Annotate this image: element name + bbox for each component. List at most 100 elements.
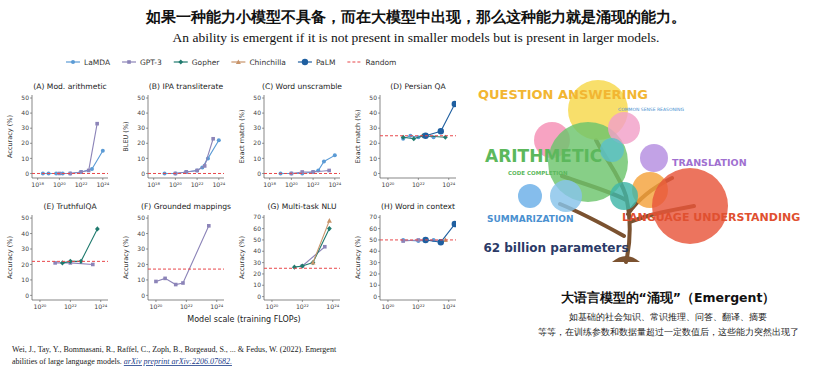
marker bbox=[327, 218, 332, 223]
caption-line: 等等，在训练参数和数据量超过一定数值后，这些能力突然出现了 bbox=[538, 327, 799, 337]
series-line bbox=[302, 247, 324, 266]
caption-title: 大语言模型的“涌现”（Emergent） bbox=[561, 290, 776, 305]
y-tick-label: 10 bbox=[253, 281, 261, 288]
y-tick bbox=[30, 249, 32, 250]
y-tick-label: 50 bbox=[253, 236, 261, 243]
x-axis-label: Model scale (training FLOPs) bbox=[187, 315, 300, 324]
y-tick-label: 50 bbox=[253, 94, 261, 101]
x-tick bbox=[332, 300, 333, 302]
bubble bbox=[640, 144, 668, 172]
y-tick-label: 50 bbox=[137, 214, 145, 221]
x-tick bbox=[39, 300, 40, 302]
y-tick-label: 0 bbox=[141, 170, 145, 177]
panel: (B) IPA transliterateBLEU (%)01020304050… bbox=[122, 82, 226, 188]
y-axis-label: Accuracy (%) bbox=[6, 115, 14, 158]
marker bbox=[95, 226, 100, 231]
x-tick bbox=[102, 178, 103, 180]
marker bbox=[181, 281, 185, 285]
panel: (F) Grounded mappingsAccuracy (%)0102030… bbox=[122, 202, 231, 310]
x-tick-label: 10¹⁸ bbox=[147, 181, 160, 188]
y-tick bbox=[30, 295, 32, 296]
y-tick bbox=[262, 173, 264, 174]
y-tick-label: 20 bbox=[137, 139, 145, 146]
y-tick-label: 30 bbox=[21, 124, 29, 131]
series-line bbox=[62, 229, 97, 263]
y-tick bbox=[30, 218, 32, 219]
marker bbox=[207, 224, 211, 228]
marker bbox=[211, 137, 215, 141]
marker bbox=[327, 226, 332, 231]
illustration-label: CODE COMPLETION bbox=[508, 170, 568, 176]
x-tick-label: 10²⁰ bbox=[53, 181, 66, 188]
y-tick-label: 50 bbox=[21, 94, 29, 101]
y-tick bbox=[146, 218, 148, 219]
series-line bbox=[264, 173, 340, 174]
series-line bbox=[59, 124, 97, 174]
x-tick-label: 10²⁴ bbox=[210, 303, 223, 310]
legend-label: GPT-3 bbox=[140, 58, 162, 67]
legend-item: Random bbox=[347, 58, 396, 67]
root bbox=[612, 256, 640, 262]
y-tick bbox=[378, 273, 380, 274]
illustration-label: LANGUAGE UNDERSTANDING bbox=[622, 211, 800, 224]
y-tick-label: 0 bbox=[257, 293, 261, 300]
y-axis bbox=[148, 95, 149, 178]
y-tick-label: 10 bbox=[369, 281, 377, 288]
x-tick bbox=[100, 300, 101, 302]
x-tick bbox=[334, 178, 335, 180]
marker bbox=[310, 260, 315, 265]
legend-label: LaMDA bbox=[84, 58, 111, 67]
y-axis-label: Exact match (%) bbox=[354, 110, 362, 164]
series-line bbox=[426, 104, 455, 136]
legend-item: PaLM bbox=[298, 58, 335, 67]
y-tick bbox=[30, 128, 32, 129]
y-tick-label: 30 bbox=[137, 245, 145, 252]
panel: (H) Word in contextAccuracy (%)010203040… bbox=[354, 202, 458, 310]
y-tick bbox=[262, 285, 264, 286]
x-axis bbox=[264, 300, 340, 301]
x-tick bbox=[387, 300, 388, 302]
x-tick-label: 10²² bbox=[307, 181, 320, 188]
x-tick-label: 10²⁴ bbox=[442, 181, 455, 188]
x-tick bbox=[418, 300, 419, 302]
y-tick-label: 30 bbox=[369, 124, 377, 131]
y-tick bbox=[262, 251, 264, 252]
y-tick bbox=[30, 158, 32, 159]
panel: (D) Persian QAExact match (%)01020304050… bbox=[354, 82, 458, 188]
y-tick-label: 30 bbox=[21, 245, 29, 252]
legend-label: Chinchilla bbox=[249, 58, 286, 67]
y-tick bbox=[262, 262, 264, 263]
panel: (E) TruthfulQAAccuracy (%)0102030405010²… bbox=[6, 202, 108, 310]
y-tick-label: 10 bbox=[137, 155, 145, 162]
y-tick-label: 60 bbox=[253, 225, 261, 232]
x-tick-label: 10²² bbox=[64, 303, 77, 310]
x-tick bbox=[448, 300, 449, 302]
x-axis bbox=[380, 178, 456, 179]
marker bbox=[301, 264, 305, 268]
panel-title: (F) Grounded mappings bbox=[141, 202, 231, 211]
y-axis-label: BLEU (%) bbox=[122, 121, 130, 151]
x-tick-label: 10²² bbox=[191, 181, 204, 188]
y-tick bbox=[30, 279, 32, 280]
citation-source: arXiv preprint arXiv:2206.07682. bbox=[124, 357, 232, 366]
panel-title: (B) IPA transliterate bbox=[149, 82, 224, 91]
series-line bbox=[43, 151, 103, 174]
panel: (A) Mod. arithmeticAccuracy (%)010203040… bbox=[6, 82, 110, 188]
plot-area bbox=[32, 226, 108, 266]
title-en: An ability is emergent if it is not pres… bbox=[173, 30, 660, 45]
marker bbox=[127, 60, 131, 64]
x-tick bbox=[153, 178, 154, 180]
bubble bbox=[600, 138, 624, 162]
y-tick-label: 40 bbox=[369, 247, 377, 254]
x-tick bbox=[37, 178, 38, 180]
marker bbox=[87, 169, 91, 173]
y-tick-label: 40 bbox=[369, 109, 377, 116]
y-tick bbox=[378, 228, 380, 229]
x-tick-label: 10²⁰ bbox=[285, 181, 298, 188]
series-line bbox=[281, 155, 335, 173]
x-tick bbox=[175, 178, 176, 180]
y-tick-label: 50 bbox=[369, 94, 377, 101]
y-tick-label: 40 bbox=[253, 247, 261, 254]
y-tick-label: 20 bbox=[369, 139, 377, 146]
citation: Wei, J., Tay, Y., Bommasani, R., Raffel,… bbox=[12, 345, 337, 366]
